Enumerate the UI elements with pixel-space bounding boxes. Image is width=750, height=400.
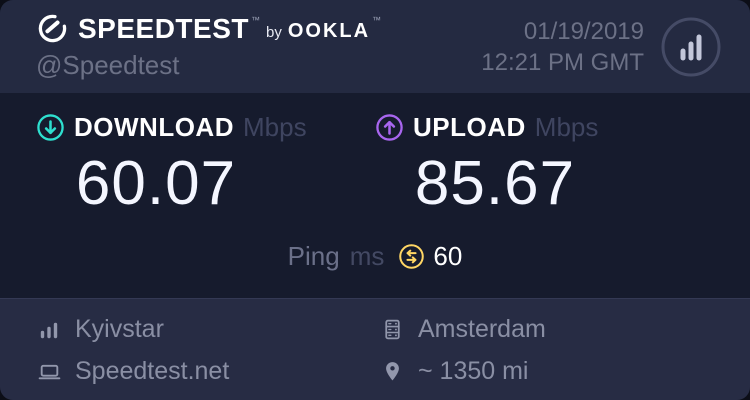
ping-icon	[399, 244, 425, 269]
ping-unit: ms	[349, 241, 385, 272]
upload-unit: Mbps	[534, 112, 599, 142]
brand-company: OOKLA	[287, 19, 371, 42]
upload-circle-icon	[376, 114, 403, 141]
server-location: Amsterdam	[418, 315, 546, 343]
server-icon	[384, 319, 400, 340]
header: SPEEDTEST ™ by OOKLA ™ @Speedtest 01/19/…	[0, 0, 750, 93]
brand-by: by	[265, 24, 282, 41]
footer-right-column: Amsterdam ~ 1350 mi	[375, 301, 750, 400]
speedtest-logo: SPEEDTEST ™ by OOKLA ™	[36, 12, 383, 45]
upload-metric: UPLOAD Mbps 85.67	[375, 112, 750, 216]
client-row: Speedtest.net	[36, 357, 375, 386]
header-meta: 01/19/2019 12:21 PM GMT	[481, 16, 722, 78]
download-unit: Mbps	[242, 112, 307, 142]
result-gauge-icon	[661, 17, 721, 76]
download-value: 60.07	[75, 149, 237, 218]
ping-row: Ping ms 60	[0, 241, 750, 272]
download-label: DOWNLOAD	[74, 112, 234, 142]
brand-block: SPEEDTEST ™ by OOKLA ™ @Speedtest	[36, 12, 383, 81]
brand-company-trademark: ™	[372, 14, 382, 25]
brand-name: SPEEDTEST	[78, 12, 249, 44]
metrics-row: DOWNLOAD Mbps 60.07 UPLOAD Mbps 85.67	[0, 112, 750, 216]
footer-left-column: Kyivstar Speedtest.net	[0, 301, 375, 400]
upload-label: UPLOAD	[413, 112, 526, 142]
upload-label-row: UPLOAD Mbps	[375, 112, 750, 143]
test-date: 01/19/2019	[523, 17, 644, 45]
isp-name: Kyivstar	[75, 315, 164, 343]
client-name: Speedtest.net	[75, 357, 230, 385]
speedtest-gauge-icon	[38, 14, 67, 43]
location-pin-icon	[385, 362, 399, 381]
distance-row: ~ 1350 mi	[379, 357, 750, 386]
laptop-icon	[38, 364, 60, 380]
server-row: Amsterdam	[379, 315, 750, 344]
upload-value: 85.67	[414, 149, 576, 218]
download-circle-icon	[37, 114, 64, 141]
distance-value: ~ 1350 mi	[418, 357, 529, 385]
test-datetime: 01/19/2019 12:21 PM GMT	[481, 16, 644, 78]
ping-label: Ping	[287, 241, 340, 272]
ping-value: 60	[433, 241, 463, 272]
isp-row: Kyivstar	[36, 315, 375, 344]
results-section: DOWNLOAD Mbps 60.07 UPLOAD Mbps 85.67	[0, 93, 750, 298]
footer: Kyivstar Speedtest.net	[0, 298, 750, 400]
signal-bars-icon	[40, 322, 58, 338]
brand-trademark: ™	[250, 14, 260, 25]
account-handle: @Speedtest	[36, 50, 180, 80]
download-label-row: DOWNLOAD Mbps	[36, 112, 375, 143]
download-metric: DOWNLOAD Mbps 60.07	[0, 112, 375, 216]
test-time: 12:21 PM GMT	[481, 48, 644, 76]
